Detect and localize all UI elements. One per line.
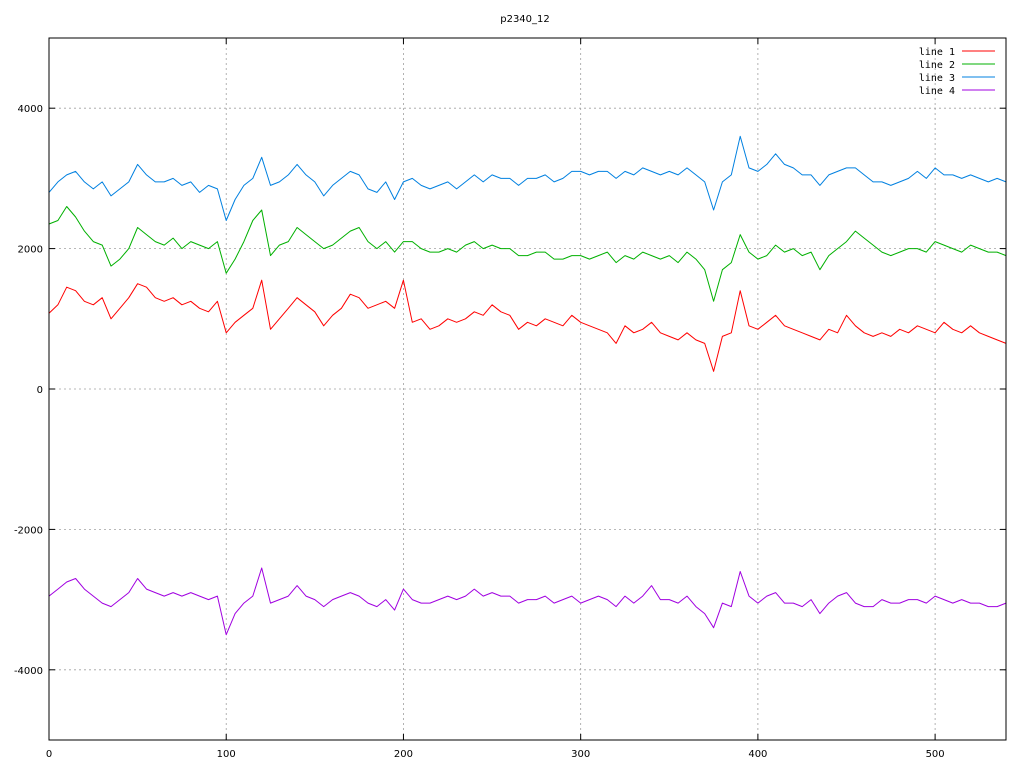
x-tick-label: 500 (926, 749, 945, 760)
grid (49, 38, 1006, 740)
x-tick-label: 200 (394, 749, 413, 760)
y-tick-label: -4000 (14, 666, 43, 677)
axes: 0 100 200 300 400 500 -4000 -2000 0 2000 4000 (14, 38, 1006, 760)
y-tick-label: 2000 (18, 245, 43, 256)
legend: line 1 line 2 line 3 line 4 (919, 47, 995, 97)
series-line-3 (48, 135, 1007, 221)
x-tick-label: 100 (217, 749, 236, 760)
plot-frame (48, 37, 1007, 741)
y-tick-label: 0 (37, 385, 43, 396)
y-tick-label: 4000 (18, 104, 43, 115)
x-tick-label: 0 (46, 749, 52, 760)
legend-label: line 4 (919, 86, 955, 97)
chart-title: p2340_12 (500, 14, 550, 25)
legend-label: line 3 (919, 73, 955, 84)
legend-label: line 1 (919, 47, 955, 58)
y-tick-label: -2000 (14, 525, 43, 536)
x-tick-label: 300 (571, 749, 590, 760)
series-line-1 (48, 279, 1007, 372)
series-lines (48, 135, 1007, 636)
legend-label: line 2 (919, 60, 955, 71)
series-line-2 (48, 206, 1007, 302)
series-line-4 (48, 567, 1007, 636)
x-tick-label: 400 (748, 749, 767, 760)
